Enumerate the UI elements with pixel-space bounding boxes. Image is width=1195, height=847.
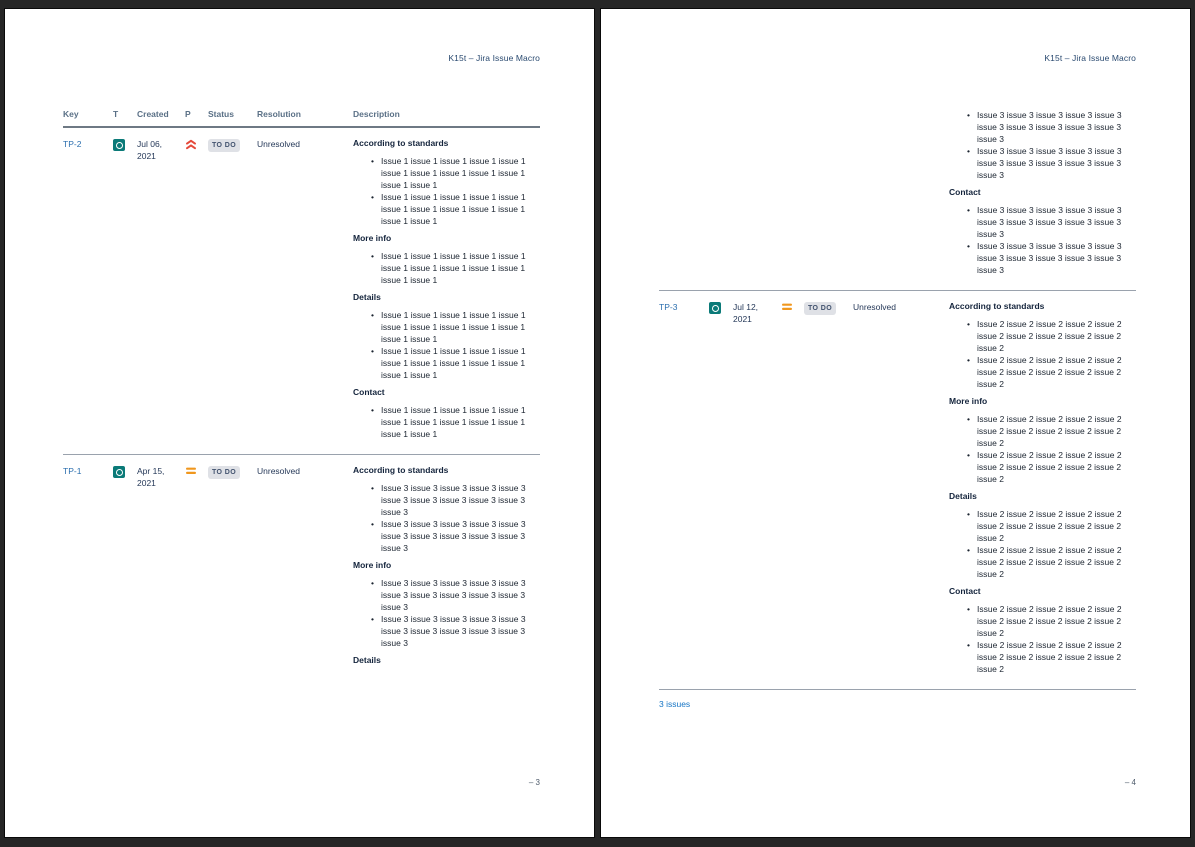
issue-description: According to standards Issue 3 issue 3 i… — [353, 465, 540, 672]
description-section-heading: According to standards — [353, 465, 449, 475]
issue-type-icon — [113, 139, 125, 151]
bullet-item: Issue 2 issue 2 issue 2 issue 2 issue 2 … — [967, 508, 1136, 544]
status-badge: TO DO — [208, 139, 241, 152]
table-header-row: Key T Created P Status Resolution Descri… — [63, 109, 540, 128]
issue-created-date: Jul 12, 2021 — [733, 302, 759, 324]
priority-medium-icon — [782, 303, 792, 310]
bullet-item: Issue 1 issue 1 issue 1 issue 1 issue 1 … — [371, 250, 540, 286]
bullet-item: Issue 3 issue 3 issue 3 issue 3 issue 3 … — [967, 240, 1136, 276]
issue-resolution: Unresolved — [853, 302, 896, 312]
issue-created-date: Apr 15, 2021 — [137, 466, 165, 488]
col-header-priority: P — [185, 109, 191, 119]
issues-count-link[interactable]: 3 issues — [659, 699, 691, 709]
issue-key-link-tp3[interactable]: TP-3 — [659, 302, 678, 312]
description-section-heading: Contact — [949, 586, 981, 596]
bullet-list: Issue 1 issue 1 issue 1 issue 1 issue 1 … — [353, 250, 540, 286]
bullet-item: Issue 2 issue 2 issue 2 issue 2 issue 2 … — [967, 544, 1136, 580]
issue-key-link-tp1[interactable]: TP-1 — [63, 466, 82, 476]
bullet-item: Issue 3 issue 3 issue 3 issue 3 issue 3 … — [371, 613, 540, 649]
col-header-description: Description — [353, 109, 400, 119]
issue-row-tp3: TP-3 Jul 12, 2021 TO DO Unresolved Accor… — [659, 291, 1136, 690]
description-section-heading: Details — [949, 491, 977, 501]
document-header-title: K15t – Jira Issue Macro — [1044, 53, 1136, 63]
bullet-item: Issue 2 issue 2 issue 2 issue 2 issue 2 … — [967, 318, 1136, 354]
issue-type-icon — [113, 466, 125, 478]
description-section-heading: More info — [353, 560, 392, 570]
page-number-3: – 3 — [528, 778, 540, 787]
bullet-item: Issue 1 issue 1 issue 1 issue 1 issue 1 … — [371, 345, 540, 381]
bullet-list: Issue 3 issue 3 issue 3 issue 3 issue 3 … — [353, 482, 540, 554]
bullet-list: Issue 3 issue 3 issue 3 issue 3 issue 3 … — [353, 577, 540, 649]
col-header-resolution: Resolution — [257, 109, 301, 119]
page-number-4: – 4 — [1124, 778, 1136, 787]
issue-description-continuation: Issue 3 issue 3 issue 3 issue 3 issue 3 … — [949, 109, 1136, 276]
issue-description: According to standards Issue 1 issue 1 i… — [353, 138, 540, 440]
bullet-item: Issue 3 issue 3 issue 3 issue 3 issue 3 … — [371, 577, 540, 613]
type-ring-glyph — [115, 141, 123, 149]
bullet-list: Issue 2 issue 2 issue 2 issue 2 issue 2 … — [949, 603, 1136, 675]
bullet-item: Issue 3 issue 3 issue 3 issue 3 issue 3 … — [967, 204, 1136, 240]
description-section-heading: Details — [353, 655, 381, 665]
priority-high-icon — [186, 139, 196, 150]
bullet-list: Issue 1 issue 1 issue 1 issue 1 issue 1 … — [353, 155, 540, 227]
bullet-list: Issue 2 issue 2 issue 2 issue 2 issue 2 … — [949, 508, 1136, 580]
bullet-item: Issue 3 issue 3 issue 3 issue 3 issue 3 … — [967, 145, 1136, 181]
type-ring-glyph — [711, 304, 719, 312]
bullet-list: Issue 1 issue 1 issue 1 issue 1 issue 1 … — [353, 404, 540, 440]
description-section-heading: More info — [949, 396, 988, 406]
document-page-3: K15t – Jira Issue Macro Key T Created P … — [4, 8, 595, 838]
bullet-item: Issue 3 issue 3 issue 3 issue 3 issue 3 … — [371, 518, 540, 554]
bullet-item: Issue 2 issue 2 issue 2 issue 2 issue 2 … — [967, 413, 1136, 449]
description-section-heading: Contact — [949, 187, 981, 197]
bullet-item: Issue 3 issue 3 issue 3 issue 3 issue 3 … — [371, 482, 540, 518]
description-section-heading: Contact — [353, 387, 385, 397]
bullet-list: Issue 2 issue 2 issue 2 issue 2 issue 2 … — [949, 413, 1136, 485]
bullet-list: Issue 1 issue 1 issue 1 issue 1 issue 1 … — [353, 309, 540, 381]
status-badge: TO DO — [208, 466, 241, 479]
bullet-list: Issue 3 issue 3 issue 3 issue 3 issue 3 … — [949, 109, 1136, 181]
bullet-list: Issue 3 issue 3 issue 3 issue 3 issue 3 … — [949, 204, 1136, 276]
bullet-item: Issue 3 issue 3 issue 3 issue 3 issue 3 … — [967, 109, 1136, 145]
type-ring-glyph — [115, 468, 123, 476]
bullet-item: Issue 1 issue 1 issue 1 issue 1 issue 1 … — [371, 191, 540, 227]
document-header-title: K15t – Jira Issue Macro — [448, 53, 540, 63]
document-page-4: K15t – Jira Issue Macro Issue 3 issue 3 … — [600, 8, 1191, 838]
description-section-heading: According to standards — [949, 301, 1045, 311]
page-4-content: Issue 3 issue 3 issue 3 issue 3 issue 3 … — [659, 109, 1136, 709]
status-badge: TO DO — [804, 302, 837, 315]
issue-type-icon — [709, 302, 721, 314]
page-3-content: Key T Created P Status Resolution Descri… — [63, 109, 540, 686]
issue-resolution: Unresolved — [257, 139, 300, 149]
col-header-key: Key — [63, 109, 79, 119]
issue-created-date: Jul 06, 2021 — [137, 139, 163, 161]
description-section-heading: More info — [353, 233, 392, 243]
col-header-type: T — [113, 109, 119, 119]
bullet-list: Issue 2 issue 2 issue 2 issue 2 issue 2 … — [949, 318, 1136, 390]
bullet-item: Issue 2 issue 2 issue 2 issue 2 issue 2 … — [967, 354, 1136, 390]
bullet-item: Issue 1 issue 1 issue 1 issue 1 issue 1 … — [371, 309, 540, 345]
bullet-item: Issue 2 issue 2 issue 2 issue 2 issue 2 … — [967, 603, 1136, 639]
issue-key-link-tp2[interactable]: TP-2 — [63, 139, 82, 149]
bullet-item: Issue 2 issue 2 issue 2 issue 2 issue 2 … — [967, 449, 1136, 485]
issue-row-tp1: TP-1 Apr 15, 2021 TO DO Unresolved Accor… — [63, 455, 540, 686]
bullet-item: Issue 1 issue 1 issue 1 issue 1 issue 1 … — [371, 404, 540, 440]
issue-resolution: Unresolved — [257, 466, 300, 476]
description-section-heading: According to standards — [353, 138, 449, 148]
bullet-item: Issue 1 issue 1 issue 1 issue 1 issue 1 … — [371, 155, 540, 191]
col-header-created: Created — [137, 109, 169, 119]
priority-medium-icon — [186, 467, 196, 474]
description-section-heading: Details — [353, 292, 381, 302]
issue-row-tp1-continuation: Issue 3 issue 3 issue 3 issue 3 issue 3 … — [659, 109, 1136, 291]
bullet-item: Issue 2 issue 2 issue 2 issue 2 issue 2 … — [967, 639, 1136, 675]
issue-row-tp2: TP-2 Jul 06, 2021 TO DO Unresolved Accor… — [63, 128, 540, 455]
issue-description: According to standards Issue 2 issue 2 i… — [949, 301, 1136, 675]
col-header-status: Status — [208, 109, 234, 119]
